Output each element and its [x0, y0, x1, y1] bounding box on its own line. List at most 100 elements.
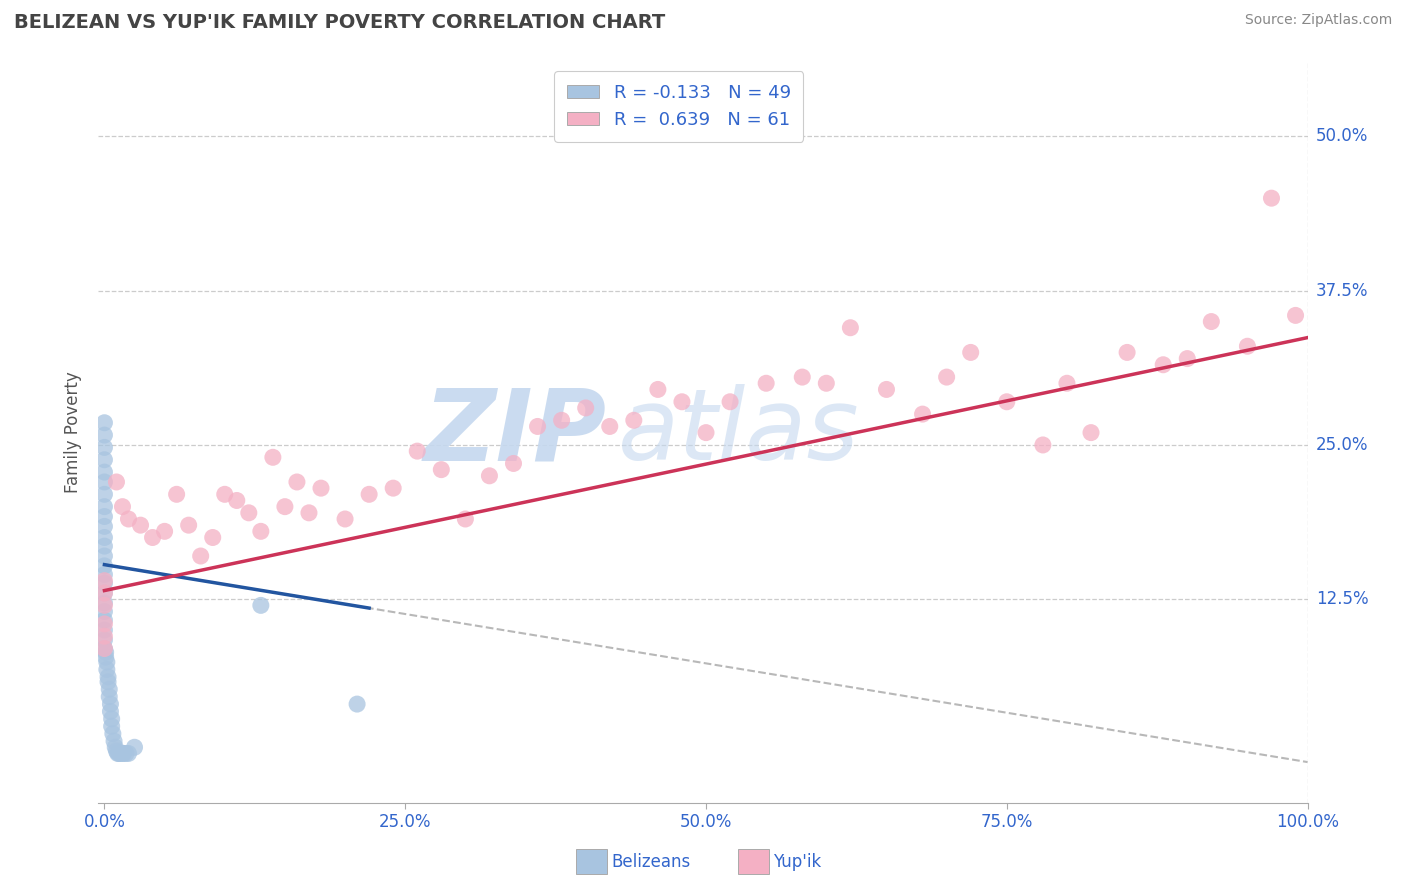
Point: [959, 345, 981, 359]
Point: [1056, 376, 1078, 391]
Point: [250, 599, 273, 613]
Point: [93, 623, 115, 637]
Point: [93, 632, 115, 647]
Point: [93, 441, 115, 455]
Text: Source: ZipAtlas.com: Source: ZipAtlas.com: [1244, 13, 1392, 28]
Point: [93, 416, 115, 430]
Point: [93, 531, 115, 545]
Point: [93, 596, 115, 610]
Point: [190, 549, 212, 563]
Point: [333, 512, 356, 526]
Point: [93, 586, 115, 600]
Point: [575, 401, 598, 415]
Point: [97, 674, 120, 689]
Text: 37.5%: 37.5%: [1316, 282, 1368, 300]
Point: [100, 697, 122, 711]
Point: [98, 690, 121, 704]
Point: [153, 524, 176, 539]
Point: [93, 641, 115, 656]
Point: [96, 663, 118, 677]
Point: [309, 481, 332, 495]
Point: [1260, 191, 1282, 205]
Point: [285, 475, 308, 489]
Point: [93, 629, 115, 643]
Point: [93, 641, 115, 656]
Point: [93, 605, 115, 619]
Point: [430, 462, 453, 476]
Point: [93, 574, 115, 588]
Point: [911, 407, 934, 421]
Point: [93, 539, 115, 553]
Text: Yup'ik: Yup'ik: [773, 853, 821, 871]
Point: [93, 452, 115, 467]
Text: 50.0%: 50.0%: [1316, 128, 1368, 145]
Point: [671, 394, 693, 409]
Point: [93, 475, 115, 489]
Point: [93, 616, 115, 631]
Point: [262, 450, 284, 465]
Text: 25.0%: 25.0%: [1316, 436, 1368, 454]
Point: [93, 465, 115, 479]
Point: [177, 518, 200, 533]
Point: [129, 518, 152, 533]
Point: [93, 428, 115, 442]
Point: [1080, 425, 1102, 440]
Point: [93, 519, 115, 533]
Text: ZIP: ZIP: [423, 384, 606, 481]
Point: [98, 682, 121, 697]
Y-axis label: Family Poverty: Family Poverty: [65, 372, 83, 493]
Point: [647, 383, 669, 397]
Point: [1284, 309, 1306, 323]
Point: [995, 394, 1018, 409]
Point: [103, 734, 125, 748]
Text: BELIZEAN VS YUP'IK FAMILY POVERTY CORRELATION CHART: BELIZEAN VS YUP'IK FAMILY POVERTY CORREL…: [14, 13, 665, 32]
Point: [935, 370, 957, 384]
Point: [454, 512, 477, 526]
Point: [100, 712, 122, 726]
Point: [1175, 351, 1198, 366]
Point: [166, 487, 188, 501]
Point: [93, 549, 115, 563]
Point: [695, 425, 717, 440]
Point: [346, 697, 368, 711]
Point: [93, 586, 115, 600]
Point: [93, 576, 115, 591]
Point: [117, 747, 139, 761]
Text: Belizeans: Belizeans: [612, 853, 690, 871]
Point: [93, 500, 115, 514]
Point: [93, 558, 115, 573]
Text: atlas: atlas: [619, 384, 860, 481]
Point: [238, 506, 260, 520]
Point: [101, 727, 124, 741]
Point: [274, 500, 297, 514]
Point: [93, 567, 115, 582]
Point: [250, 524, 273, 539]
Point: [1032, 438, 1054, 452]
Legend: R = -0.133   N = 49, R =  0.639   N = 61: R = -0.133 N = 49, R = 0.639 N = 61: [554, 71, 803, 142]
Point: [201, 531, 224, 545]
Point: [93, 599, 115, 613]
Point: [718, 394, 741, 409]
Point: [93, 509, 115, 524]
Point: [839, 320, 862, 334]
Point: [502, 457, 524, 471]
Point: [111, 500, 134, 514]
Point: [359, 487, 381, 501]
Point: [117, 512, 139, 526]
Point: [142, 531, 165, 545]
Point: [100, 719, 122, 733]
Point: [104, 740, 127, 755]
Point: [96, 655, 118, 669]
Point: [478, 468, 501, 483]
Point: [97, 670, 120, 684]
Point: [792, 370, 814, 384]
Point: [94, 645, 117, 659]
Point: [225, 493, 247, 508]
Point: [526, 419, 548, 434]
Point: [100, 705, 122, 719]
Point: [875, 383, 897, 397]
Point: [815, 376, 838, 391]
Text: 12.5%: 12.5%: [1316, 591, 1368, 608]
Point: [1201, 315, 1223, 329]
Point: [599, 419, 621, 434]
